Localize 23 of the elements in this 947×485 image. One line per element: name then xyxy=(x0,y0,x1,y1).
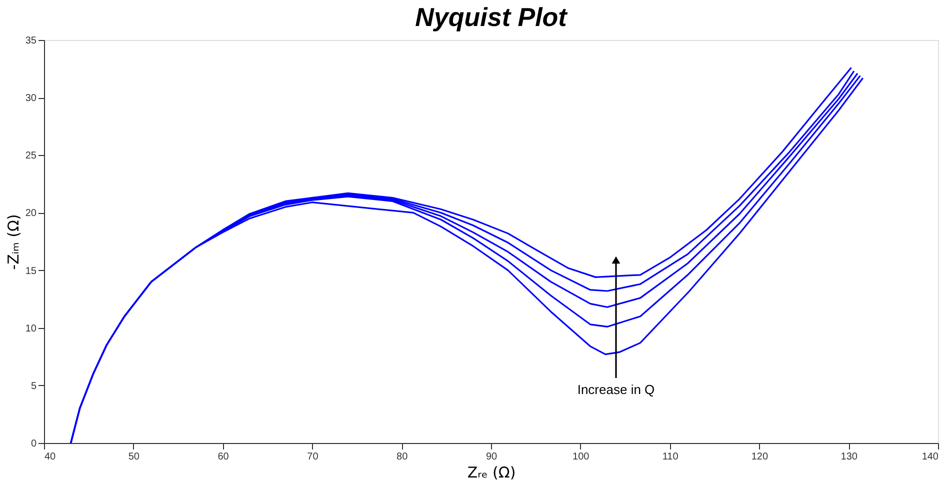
x-tick-label: 80 xyxy=(396,452,408,462)
x-tick-label: 140 xyxy=(922,452,939,462)
y-tick-label: 30 xyxy=(25,93,37,104)
x-tick-label: 130 xyxy=(840,452,858,462)
x-axis-title: Zᵣₑ (Ω) xyxy=(467,464,516,482)
x-tick-label: 40 xyxy=(44,452,56,462)
y-tick-label: 25 xyxy=(25,150,37,162)
y-tick-label: 20 xyxy=(25,208,37,220)
y-tick-label: 5 xyxy=(30,380,37,392)
chart-title: Nyquist Plot xyxy=(415,2,568,32)
x-tick-label: 110 xyxy=(662,452,679,462)
x-tick-label: 70 xyxy=(307,452,319,462)
y-tick-label: 35 xyxy=(25,36,37,46)
x-tick-label: 60 xyxy=(218,452,230,462)
y-tick-label: 10 xyxy=(25,323,37,334)
x-tick-label: 50 xyxy=(128,452,140,462)
x-tick-label: 120 xyxy=(751,452,768,462)
y-tick-label: 0 xyxy=(30,438,37,450)
x-tick-label: 90 xyxy=(486,452,498,462)
annotation: Increase in Q xyxy=(577,382,655,397)
x-tick-label: 100 xyxy=(572,452,590,462)
y-axis-title: -Zᵢₘ (Ω) xyxy=(4,214,22,270)
y-tick-label: 15 xyxy=(25,266,37,277)
